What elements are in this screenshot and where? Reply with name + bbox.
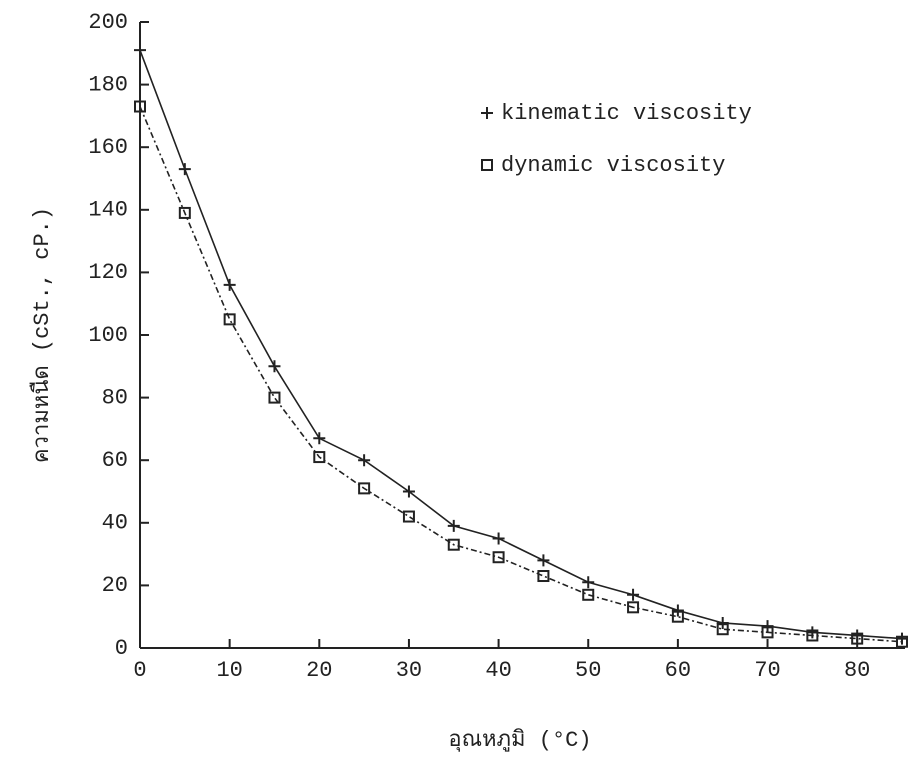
marker-plus bbox=[313, 432, 326, 445]
y-axis-label: ความหนืด (cSt., cP.) bbox=[29, 207, 55, 463]
marker-square bbox=[582, 588, 595, 601]
legend-marker bbox=[481, 159, 493, 171]
y-tick-label: 120 bbox=[88, 260, 128, 285]
x-tick-label: 10 bbox=[216, 658, 242, 683]
marker-square bbox=[627, 601, 640, 614]
y-tick-label: 80 bbox=[102, 385, 128, 410]
marker-plus bbox=[627, 588, 640, 601]
y-tick-label: 100 bbox=[88, 323, 128, 348]
marker-square bbox=[447, 538, 460, 551]
marker-square bbox=[896, 635, 908, 648]
marker-plus bbox=[492, 532, 505, 545]
marker-square bbox=[313, 451, 326, 464]
y-tick-label: 20 bbox=[102, 573, 128, 598]
x-tick-label: 40 bbox=[485, 658, 511, 683]
y-tick-label: 140 bbox=[88, 198, 128, 223]
y-tick-label: 180 bbox=[88, 72, 128, 97]
marker-plus bbox=[268, 360, 281, 373]
marker-square bbox=[134, 100, 146, 113]
y-tick-label: 40 bbox=[102, 511, 128, 536]
marker-square bbox=[223, 313, 236, 326]
x-tick-label: 0 bbox=[133, 658, 146, 683]
marker-square bbox=[268, 391, 281, 404]
marker-square bbox=[358, 482, 371, 495]
marker-plus bbox=[402, 485, 415, 498]
x-tick-label: 80 bbox=[844, 658, 870, 683]
marker-square bbox=[402, 510, 415, 523]
y-tick-label: 0 bbox=[115, 636, 128, 661]
marker-plus bbox=[537, 554, 550, 567]
series-line bbox=[139, 49, 903, 640]
marker-plus bbox=[447, 519, 460, 532]
series-line bbox=[139, 106, 903, 643]
legend-marker bbox=[481, 107, 493, 119]
y-tick-label: 200 bbox=[88, 10, 128, 35]
marker-plus bbox=[582, 576, 595, 589]
marker-plus bbox=[671, 604, 684, 617]
marker-plus bbox=[178, 163, 191, 176]
marker-square bbox=[492, 551, 505, 564]
y-tick-label: 160 bbox=[88, 135, 128, 160]
x-tick-label: 70 bbox=[754, 658, 780, 683]
marker-plus bbox=[134, 44, 146, 57]
x-axis-label: อุณหภูมิ (°C) bbox=[448, 728, 591, 753]
y-tick-label: 60 bbox=[102, 448, 128, 473]
marker-square bbox=[178, 206, 191, 219]
marker-square bbox=[851, 632, 864, 645]
x-tick-label: 60 bbox=[665, 658, 691, 683]
marker-square bbox=[806, 629, 819, 642]
marker-square bbox=[716, 623, 729, 636]
marker-plus bbox=[761, 620, 774, 633]
legend-label: kinematic viscosity bbox=[501, 101, 752, 126]
marker-square bbox=[671, 610, 684, 623]
x-tick-label: 30 bbox=[396, 658, 422, 683]
x-tick-label: 20 bbox=[306, 658, 332, 683]
marker-plus bbox=[223, 278, 236, 291]
marker-square bbox=[537, 570, 550, 583]
legend-label: dynamic viscosity bbox=[501, 153, 725, 178]
x-tick-label: 50 bbox=[575, 658, 601, 683]
marker-plus bbox=[358, 454, 371, 467]
marker-plus bbox=[716, 616, 729, 629]
marker-square bbox=[761, 626, 774, 639]
